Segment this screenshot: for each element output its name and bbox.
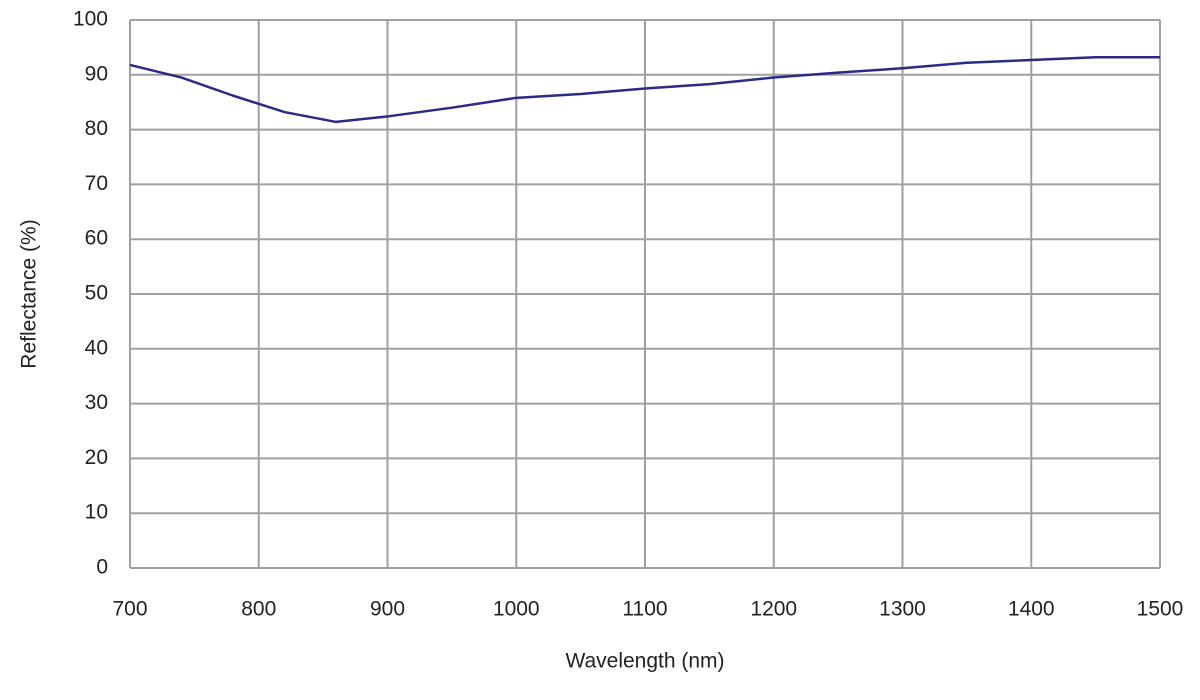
y-tick-label: 80 <box>85 117 108 140</box>
y-tick-label: 50 <box>85 282 108 305</box>
x-tick-label: 1200 <box>750 598 797 621</box>
x-tick-label: 1300 <box>879 598 926 621</box>
y-tick-label: 0 <box>96 556 108 579</box>
x-tick-label: 1100 <box>622 598 667 621</box>
y-tick-label: 20 <box>85 446 108 469</box>
y-tick-label: 100 <box>73 8 108 31</box>
y-tick-label: 40 <box>85 336 108 359</box>
x-tick-label: 1000 <box>493 598 540 621</box>
x-tick-label: 700 <box>112 598 147 621</box>
x-axis-label: Wavelength (nm) <box>565 650 724 673</box>
x-tick-label: 800 <box>241 598 276 621</box>
x-tick-label: 900 <box>370 598 405 621</box>
y-tick-label: 70 <box>85 172 108 195</box>
y-tick-label: 30 <box>85 391 108 414</box>
y-axis-label: Reflectance (%) <box>18 219 41 368</box>
x-tick-label: 1500 <box>1137 598 1184 621</box>
y-tick-label: 90 <box>85 62 108 85</box>
y-tick-label: 10 <box>85 501 108 524</box>
x-tick-label: 1400 <box>1008 598 1055 621</box>
y-tick-label: 60 <box>85 227 108 250</box>
data-line <box>129 56 1160 124</box>
